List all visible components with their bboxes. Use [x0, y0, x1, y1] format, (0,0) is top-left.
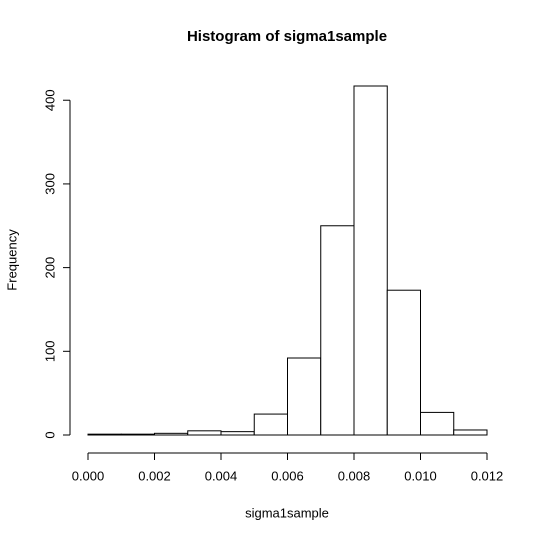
x-tick-label: 0.000	[72, 468, 105, 483]
bar	[220, 431, 255, 436]
y-tick-label: 0	[42, 431, 57, 438]
bar	[253, 413, 288, 436]
chart-title: Histogram of sigma1sample	[187, 28, 387, 45]
bar	[120, 433, 155, 436]
x-axis-label: sigma1sample	[245, 505, 329, 520]
x-tick-label: 0.008	[338, 468, 371, 483]
x-tick-label: 0.004	[205, 468, 238, 483]
x-tick-label: 0.012	[471, 468, 504, 483]
y-axis-label: Frequency	[4, 229, 19, 291]
bar	[353, 85, 388, 436]
y-tick-label: 100	[42, 340, 57, 362]
x-tick-label: 0.006	[271, 468, 304, 483]
x-tick-label: 0.010	[404, 468, 437, 483]
y-tick-label: 400	[42, 89, 57, 111]
bar	[87, 433, 122, 436]
bar	[154, 432, 189, 436]
y-tick-label: 200	[42, 257, 57, 279]
bar	[187, 430, 222, 436]
bar	[287, 357, 322, 436]
bar	[420, 411, 455, 436]
x-tick-label: 0.002	[138, 468, 171, 483]
bar	[320, 225, 355, 436]
bar	[386, 289, 421, 436]
y-tick-label: 300	[42, 173, 57, 195]
bar	[453, 429, 488, 436]
